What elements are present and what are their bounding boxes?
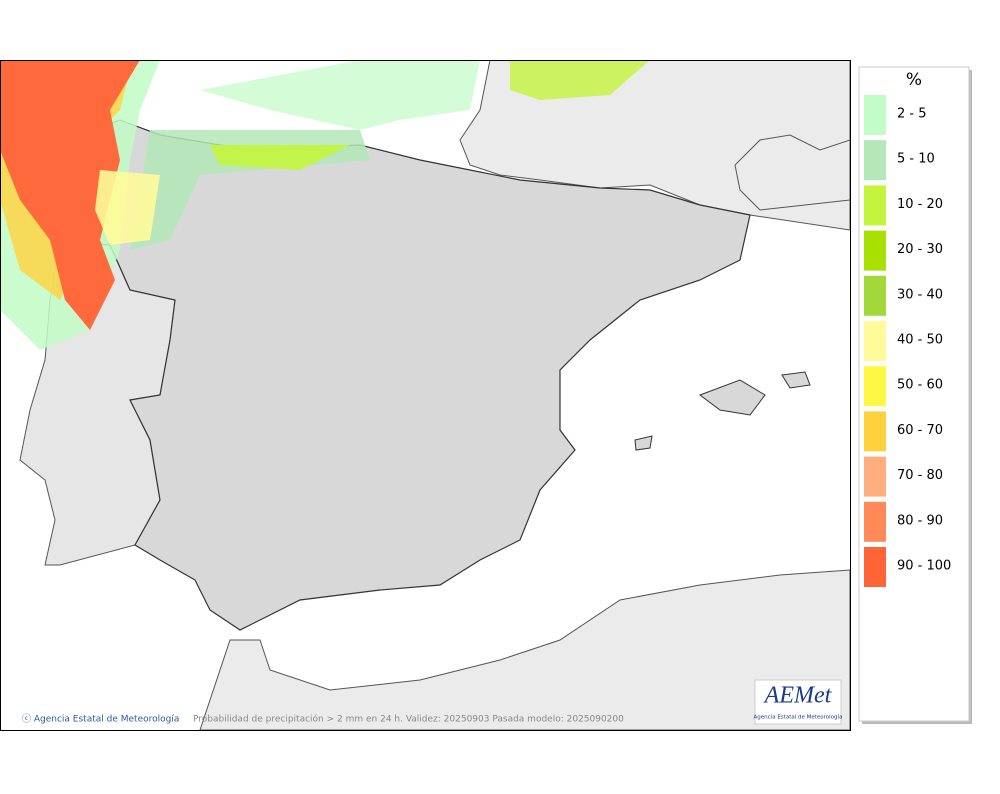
legend-label: 50 - 60: [897, 378, 943, 393]
legend-label: 2 - 5: [897, 107, 927, 122]
map-frame: [0, 60, 851, 731]
legend-swatch: [864, 501, 886, 542]
legend-swatch: [864, 95, 886, 135]
legend-swatch: [864, 140, 886, 181]
legend-swatch: [864, 456, 886, 497]
map: [1, 60, 850, 730]
legend-title: %: [906, 70, 922, 90]
map-footer: Probabilidad de precipitación > 2 mm en …: [193, 714, 624, 725]
legend-label: 5 - 10: [897, 152, 935, 167]
legend-label: 90 - 100: [897, 559, 951, 574]
legend-swatch: [864, 185, 886, 226]
legend-swatch: [864, 275, 886, 316]
logo: AEMet: [763, 683, 833, 709]
legend-label: 70 - 80: [897, 468, 943, 483]
legend-label: 10 - 20: [897, 197, 943, 212]
legend-swatch: [864, 230, 886, 271]
legend-swatch: [864, 321, 886, 361]
legend-label: 30 - 40: [897, 287, 943, 302]
copyright: ⓒ Agencia Estatal de Meteorología: [22, 714, 179, 725]
legend-items: 2 - 5 5 - 10 10 - 20 20 - 30 30 - 40 40 - 50 5…: [864, 95, 951, 587]
logo-box: [754, 679, 842, 725]
logo-subtitle: Agencia Estatal de Meteorología: [754, 714, 843, 721]
legend-label: 80 - 90: [897, 513, 943, 528]
legend-label: 40 - 50: [897, 333, 943, 348]
legend-swatch: [864, 366, 886, 407]
legend-swatch: [864, 547, 886, 587]
legend-swatch: [864, 411, 886, 452]
legend-label: 20 - 30: [897, 242, 943, 257]
legend-label: 60 - 70: [897, 423, 943, 438]
